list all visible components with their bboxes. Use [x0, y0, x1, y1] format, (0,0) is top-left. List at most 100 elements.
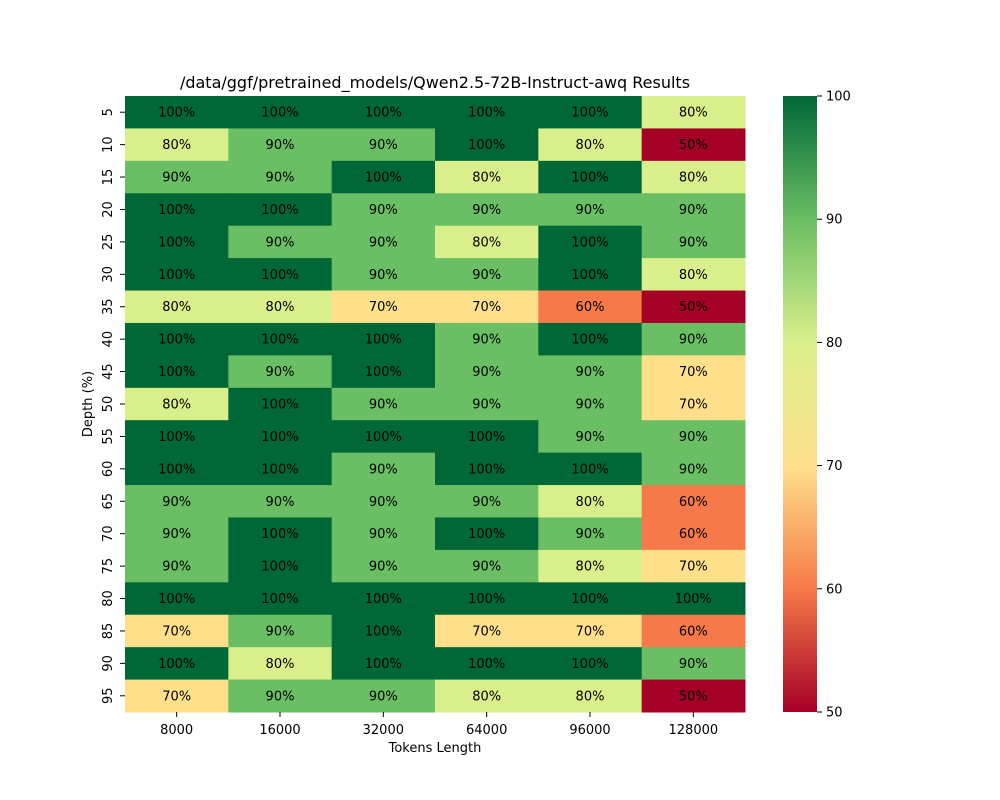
cell-value-label: 100%: [468, 462, 505, 477]
cell-value-label: 100%: [571, 462, 608, 477]
cell-value-label: 90%: [162, 495, 191, 510]
cell-value-label: 70%: [679, 398, 708, 413]
y-tick-label: 65: [101, 493, 116, 510]
y-tick-label: 20: [101, 201, 116, 218]
y-tick-label: 70: [101, 525, 116, 542]
cell-value-label: 100%: [261, 203, 298, 218]
cell-value-label: 60%: [576, 300, 605, 315]
cell-value-label: 50%: [679, 689, 708, 704]
cell-value-label: 90%: [472, 398, 501, 413]
cell-value-label: 50%: [679, 138, 708, 153]
cell-value-label: 70%: [369, 300, 398, 315]
cell-value-label: 100%: [158, 268, 195, 283]
y-tick-label: 55: [101, 428, 116, 445]
cell-value-label: 100%: [365, 624, 402, 639]
cell-value-label: 100%: [468, 106, 505, 121]
heatmap-cells: [125, 96, 746, 713]
colorbar-tick-label: 100: [826, 90, 851, 105]
cell-value-label: 100%: [261, 592, 298, 607]
y-tick-label: 35: [101, 298, 116, 315]
cell-value-label: 60%: [679, 527, 708, 542]
y-tick-label: 50: [101, 396, 116, 413]
y-axis-label: Depth (%): [81, 371, 96, 437]
cell-value-label: 90%: [472, 333, 501, 348]
y-tick-label: 40: [101, 331, 116, 348]
y-tick-label: 85: [101, 623, 116, 640]
colorbar-tick-label: 90: [826, 213, 843, 228]
cell-value-label: 80%: [679, 268, 708, 283]
cell-value-label: 100%: [158, 592, 195, 607]
cell-value-label: 80%: [576, 560, 605, 575]
cell-value-label: 100%: [158, 106, 195, 121]
cell-value-label: 100%: [571, 268, 608, 283]
cell-value-label: 90%: [679, 430, 708, 445]
cell-value-label: 100%: [468, 592, 505, 607]
x-tick-label: 8000: [160, 723, 193, 738]
cell-value-label: 90%: [266, 365, 295, 380]
cell-value-label: 60%: [679, 495, 708, 510]
cell-value-label: 90%: [266, 171, 295, 186]
cell-value-label: 100%: [158, 462, 195, 477]
cell-value-label: 100%: [571, 171, 608, 186]
cell-value-label: 90%: [369, 398, 398, 413]
colorbar-tick-label: 70: [826, 459, 843, 474]
cell-value-label: 100%: [468, 430, 505, 445]
cell-value-label: 100%: [261, 106, 298, 121]
cell-value-label: 90%: [472, 268, 501, 283]
cell-value-label: 90%: [679, 333, 708, 348]
cell-value-label: 80%: [266, 300, 295, 315]
cell-value-label: 100%: [365, 592, 402, 607]
x-axis-label: Tokens Length: [388, 741, 482, 756]
y-tick-label: 60: [101, 461, 116, 478]
y-tick-label: 90: [101, 655, 116, 672]
cell-value-label: 90%: [576, 430, 605, 445]
cell-value-label: 100%: [365, 333, 402, 348]
cell-value-label: 100%: [261, 462, 298, 477]
cell-value-label: 90%: [162, 527, 191, 542]
cell-value-label: 80%: [472, 171, 501, 186]
cell-value-label: 90%: [576, 203, 605, 218]
cell-value-label: 100%: [468, 657, 505, 672]
cell-value-label: 80%: [679, 106, 708, 121]
cell-value-label: 90%: [576, 365, 605, 380]
cell-value-label: 100%: [571, 592, 608, 607]
x-tick-label: 128000: [669, 723, 719, 738]
y-tick-label: 25: [101, 234, 116, 251]
cell-value-label: 100%: [158, 430, 195, 445]
y-tick-label: 95: [101, 688, 116, 705]
cell-value-label: 90%: [472, 365, 501, 380]
x-tick-label: 32000: [363, 723, 404, 738]
x-axis: 800016000320006400096000128000: [160, 712, 718, 738]
cell-value-label: 80%: [472, 235, 501, 250]
cell-value-label: 90%: [369, 560, 398, 575]
cell-value-label: 90%: [369, 203, 398, 218]
cell-value-label: 90%: [266, 235, 295, 250]
x-tick-label: 16000: [259, 723, 300, 738]
cell-value-label: 100%: [468, 138, 505, 153]
y-tick-label: 10: [101, 136, 116, 153]
cell-value-label: 90%: [369, 462, 398, 477]
colorbar-tick-label: 60: [826, 582, 843, 597]
cell-value-label: 90%: [576, 398, 605, 413]
colorbar-tick-label: 50: [826, 706, 843, 721]
cell-value-label: 90%: [369, 689, 398, 704]
cell-value-label: 90%: [369, 268, 398, 283]
cell-value-label: 70%: [472, 300, 501, 315]
cell-value-label: 100%: [261, 527, 298, 542]
cell-value-label: 100%: [571, 106, 608, 121]
cell-value-label: 100%: [365, 430, 402, 445]
cell-value-label: 90%: [679, 235, 708, 250]
cell-value-label: 70%: [162, 624, 191, 639]
cell-value-label: 90%: [369, 495, 398, 510]
cell-value-label: 100%: [365, 171, 402, 186]
cell-value-label: 100%: [158, 657, 195, 672]
cell-value-label: 100%: [261, 333, 298, 348]
cell-value-label: 80%: [266, 657, 295, 672]
cell-value-label: 90%: [162, 171, 191, 186]
cell-value-label: 90%: [576, 527, 605, 542]
cell-value-label: 90%: [266, 495, 295, 510]
x-tick-label: 96000: [569, 723, 610, 738]
cell-value-label: 100%: [365, 365, 402, 380]
cell-value-label: 100%: [571, 235, 608, 250]
